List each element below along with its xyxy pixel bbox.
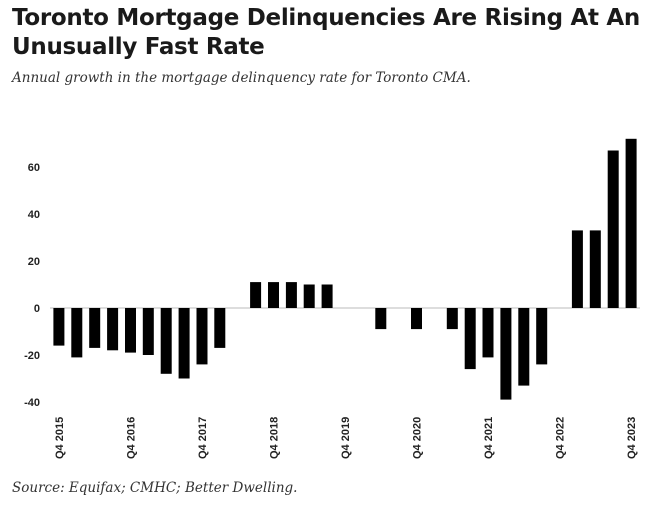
bar-q3-2018: [250, 282, 262, 308]
bar-q1-2016: [71, 308, 83, 358]
x-tick-label: Q4 2020: [412, 417, 424, 459]
bar-q2-2023: [589, 230, 601, 308]
x-tick-label: Q4 2022: [555, 417, 567, 459]
bar-q2-2021: [446, 308, 458, 330]
bar-q1-2019: [285, 282, 297, 308]
chart-title: Toronto Mortgage Delinquencies Are Risin…: [12, 5, 640, 60]
y-tick-label: 40: [28, 209, 40, 221]
bar-q1-2023: [571, 230, 583, 308]
bar-q2-2022: [518, 308, 530, 386]
bar-q3-2019: [321, 284, 333, 308]
bar-q3-2021: [464, 308, 476, 370]
bar-q4-2016: [125, 308, 136, 353]
bar-q3-2016: [107, 308, 119, 351]
y-tick-label: -40: [24, 397, 40, 409]
y-tick-label: 20: [28, 256, 40, 268]
bar-q3-2023: [607, 150, 619, 308]
bar-q4-2017: [196, 308, 208, 365]
x-tick-label: Q4 2021: [483, 417, 495, 459]
bar-q1-2018: [214, 308, 226, 348]
source-note: Source: Equifax; CMHC; Better Dwelling.: [12, 480, 298, 496]
x-tick-label: Q4 2023: [626, 417, 638, 459]
bar-q2-2019: [303, 284, 315, 308]
x-tick-label: Q4 2019: [340, 417, 352, 459]
bar-q4-2020: [411, 308, 422, 330]
y-tick-label: -20: [24, 350, 40, 362]
bar-q3-2022: [536, 308, 548, 365]
bar-q4-2015: [53, 308, 65, 346]
bar-q1-2022: [500, 308, 512, 400]
bar-q3-2017: [178, 308, 190, 379]
bar-q4-2021: [482, 308, 494, 358]
bar-q4-2023: [625, 138, 637, 308]
y-tick-label: 0: [34, 303, 40, 315]
x-tick-label: Q4 2015: [54, 417, 66, 459]
x-tick-label: Q4 2018: [269, 417, 281, 459]
bar-q2-2016: [89, 308, 101, 348]
chart-subtitle: Annual growth in the mortgage delinquenc…: [12, 70, 471, 86]
bar-q1-2017: [142, 308, 154, 355]
bar-q2-2020: [375, 308, 387, 330]
bar-q2-2017: [160, 308, 172, 374]
bar-q4-2018: [268, 282, 279, 308]
x-tick-label: Q4 2017: [197, 417, 209, 459]
x-tick-label: Q4 2016: [126, 417, 138, 459]
y-tick-label: 60: [28, 162, 40, 174]
